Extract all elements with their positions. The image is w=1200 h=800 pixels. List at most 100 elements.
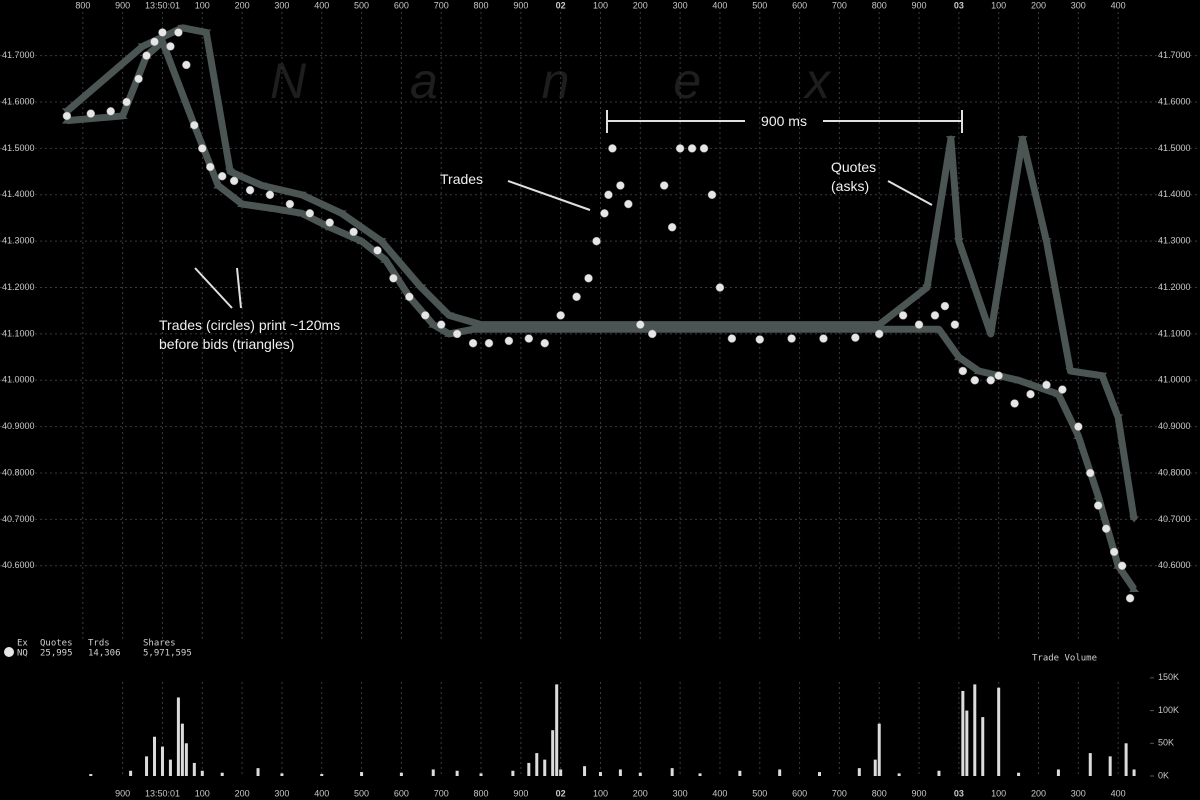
- ask: [296, 191, 307, 198]
- trade: [584, 274, 593, 283]
- x-tick-label: 400: [712, 788, 727, 798]
- x-tick-label: 03: [954, 788, 964, 798]
- y-tick-label: 50K: [1158, 738, 1174, 748]
- y-tick-label: 40.7000: [2, 514, 35, 524]
- x-tick-label: 600: [394, 788, 409, 798]
- trade: [648, 329, 657, 339]
- trade: [1125, 594, 1135, 603]
- stats-cell: 25,995: [40, 649, 73, 659]
- trade: [819, 334, 828, 343]
- annotation: Trades: [440, 171, 483, 187]
- x-tick-label: 800: [872, 0, 887, 10]
- ask: [1065, 368, 1076, 375]
- trade: [436, 320, 446, 329]
- x-tick-label: 500: [752, 0, 767, 10]
- volume-bar: [184, 743, 188, 776]
- watermark: N a n e x: [270, 53, 832, 109]
- volume-bar: [897, 773, 901, 776]
- volume-bar: [555, 684, 559, 776]
- trade: [1058, 385, 1067, 394]
- trade: [636, 320, 645, 329]
- bid: [356, 238, 367, 245]
- volume-bar: [176, 697, 180, 776]
- x-tick-label: 900: [513, 788, 528, 798]
- volume-bar: [543, 759, 547, 776]
- trade: [229, 176, 239, 186]
- trade: [755, 335, 765, 344]
- ask: [1097, 372, 1108, 379]
- trade: [468, 338, 478, 348]
- volume-bar: [320, 774, 324, 776]
- trade: [285, 199, 295, 209]
- x-tick-label: 100: [593, 0, 608, 10]
- bid: [714, 326, 725, 333]
- volume-bar: [1088, 753, 1092, 776]
- x-tick-label: 500: [354, 788, 369, 798]
- trade: [1117, 561, 1127, 571]
- bid: [1073, 432, 1084, 439]
- volume-bar: [817, 772, 821, 776]
- pointer: [236, 267, 242, 309]
- trade: [556, 311, 565, 320]
- x-tick-label: 02: [556, 0, 566, 10]
- trade: [484, 338, 494, 348]
- volume-bar: [160, 746, 164, 776]
- volume-bar: [256, 768, 260, 776]
- trade: [198, 144, 207, 153]
- y-tick-label: 40.7000: [1158, 514, 1191, 524]
- trade: [325, 218, 334, 227]
- legend-marker: [4, 647, 14, 657]
- ask: [376, 238, 387, 245]
- x-tick-label: 600: [792, 788, 807, 798]
- trade: [898, 311, 908, 320]
- ask: [225, 168, 236, 175]
- bid: [953, 354, 964, 361]
- volume-bar: [698, 773, 702, 776]
- x-tick-label: 900: [513, 0, 528, 10]
- trade: [659, 181, 669, 190]
- x-tick-label: 100: [593, 788, 608, 798]
- y-tick-label: 41.4000: [1158, 189, 1191, 199]
- trade: [604, 190, 613, 200]
- volume-bar: [618, 769, 622, 776]
- volume-title: Trade Volume: [1032, 654, 1097, 664]
- volume-bar: [1056, 769, 1060, 776]
- y-tick-label: 41.3000: [1158, 236, 1191, 246]
- trade: [245, 185, 255, 195]
- volume-bar: [280, 773, 284, 776]
- trade: [616, 181, 625, 190]
- x-tick-label: 100: [991, 788, 1006, 798]
- volume-bar: [551, 730, 555, 776]
- x-tick-label: 200: [235, 0, 250, 10]
- ask: [1113, 414, 1124, 421]
- trade: [608, 144, 617, 153]
- ask: [922, 284, 933, 291]
- x-tick-label: 500: [752, 788, 767, 798]
- volume-bar: [168, 759, 172, 776]
- x-tick-label: 200: [235, 788, 250, 798]
- x-tick-label: 300: [673, 788, 688, 798]
- trade: [405, 292, 414, 302]
- x-tick-label: 02: [556, 788, 566, 798]
- quote-band: [66, 38, 1137, 591]
- pointer: [887, 180, 933, 206]
- x-tick-label: 03: [954, 0, 964, 10]
- trade: [1074, 422, 1083, 431]
- bid: [61, 117, 72, 124]
- volume-bar: [1132, 769, 1136, 776]
- y-tick-label: 41.6000: [2, 96, 35, 106]
- trade: [421, 311, 430, 320]
- y-tick-label: 40.8000: [2, 467, 35, 477]
- y-tick-label: 0K: [1158, 770, 1169, 780]
- volume-bar: [873, 759, 877, 776]
- bid: [213, 182, 224, 189]
- volume-bar: [961, 690, 965, 776]
- bid: [428, 321, 439, 328]
- trade: [190, 120, 199, 130]
- volume-bar: [455, 770, 459, 776]
- x-tick-label: 600: [792, 0, 807, 10]
- bid: [296, 210, 307, 217]
- volume-bar: [638, 772, 642, 776]
- trade: [624, 199, 633, 209]
